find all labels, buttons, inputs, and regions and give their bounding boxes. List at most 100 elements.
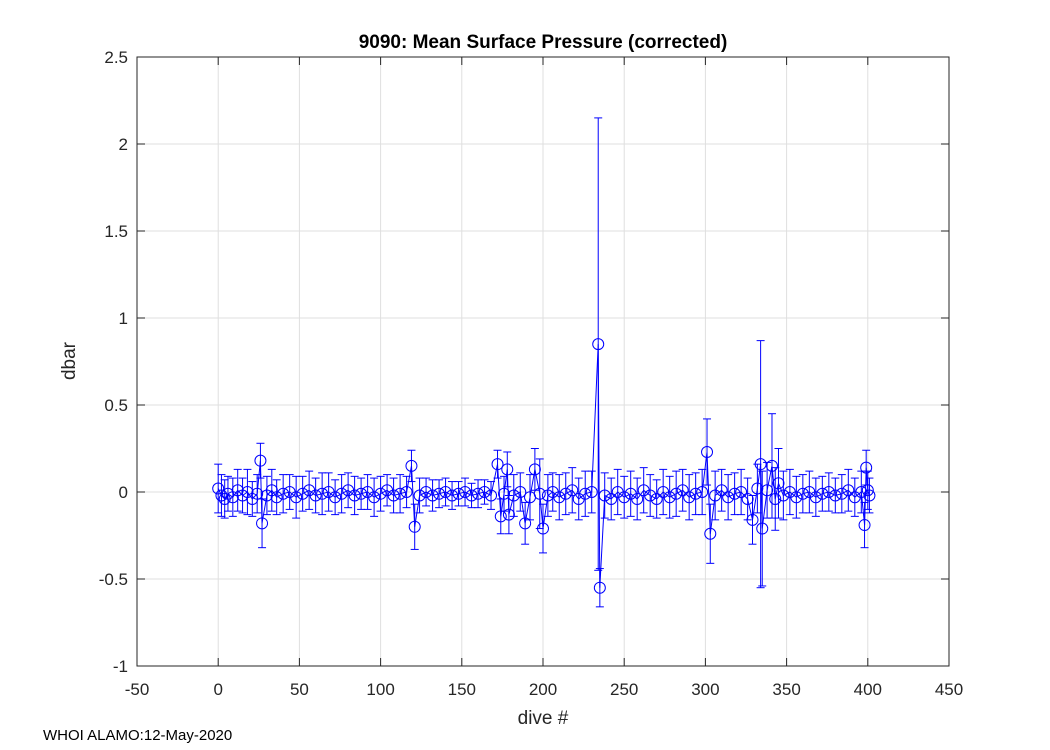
data-point [769, 467, 782, 531]
data-point [598, 472, 611, 519]
data-point [790, 475, 803, 519]
data-point [387, 477, 400, 514]
data-point [777, 470, 790, 521]
data-point [816, 475, 829, 512]
y-tick-label: -1 [113, 657, 128, 676]
data-point [585, 470, 598, 514]
data-marker [485, 489, 498, 502]
data-point [368, 477, 381, 517]
data-marker [251, 487, 264, 500]
axis-ticks: -50 0 50 100 150 200 250 300 350 400 450 -1 -0.5 0 0.5… [99, 48, 963, 699]
chart-title: 9090: Mean Surface Pressure (corrected) [359, 32, 728, 53]
data-marker [519, 517, 532, 530]
data-point [215, 474, 228, 517]
x-tick-label: 450 [935, 680, 963, 699]
data-marker [277, 487, 290, 500]
data-point [746, 494, 759, 545]
x-tick-label: 150 [448, 680, 476, 699]
data-point [696, 468, 709, 516]
data-point [335, 474, 348, 514]
data-point [835, 474, 848, 514]
data-point [420, 477, 433, 507]
data-marker [426, 489, 439, 502]
data-marker [537, 522, 549, 535]
data-point [553, 474, 566, 521]
data-marker [861, 484, 874, 497]
data-marker [790, 491, 803, 504]
data-marker [777, 489, 790, 502]
data-marker [478, 486, 491, 498]
data-point [491, 449, 504, 479]
data-marker [761, 484, 774, 497]
data-point [400, 475, 413, 509]
data-point [501, 451, 514, 488]
data-point [842, 468, 855, 512]
y-axis-label: dbar [59, 341, 80, 380]
data-marker [829, 489, 842, 502]
y-tick-label: 0 [119, 483, 128, 502]
data-point [863, 477, 876, 514]
data-marker [405, 459, 418, 472]
data-marker [701, 445, 714, 458]
data-point [650, 479, 663, 519]
data-marker [809, 491, 822, 504]
data-point [704, 503, 717, 564]
data-marker [618, 491, 631, 504]
data-point [507, 474, 520, 517]
data-marker [452, 487, 465, 500]
data-marker [735, 486, 748, 498]
data-marker [290, 491, 303, 504]
data-point [741, 477, 754, 521]
data-marker [413, 489, 426, 502]
data-marker [585, 486, 598, 498]
data-marker [683, 491, 696, 504]
data-marker [593, 581, 606, 594]
x-tick-label: 200 [529, 680, 557, 699]
data-point [459, 477, 472, 507]
data-marker [689, 487, 702, 500]
series-line [217, 344, 870, 588]
data-point [498, 475, 511, 512]
x-tick-label: 350 [772, 680, 800, 699]
data-point [537, 503, 549, 554]
data-point [316, 472, 329, 516]
data-point [715, 468, 728, 512]
data-point [348, 475, 361, 516]
data-marker [696, 486, 709, 498]
data-marker [835, 487, 848, 500]
data-marker [533, 487, 546, 500]
data-marker [355, 487, 368, 500]
data-point [593, 568, 606, 608]
data-marker [472, 487, 485, 500]
data-marker [212, 482, 225, 495]
data-marker [309, 489, 322, 502]
data-marker [728, 487, 741, 500]
data-marker [559, 487, 572, 500]
data-point [765, 413, 778, 519]
data-point [722, 474, 735, 521]
data-marker [650, 492, 663, 505]
data-point [676, 468, 689, 512]
data-point [858, 501, 871, 549]
x-tick-label: 50 [290, 680, 309, 699]
data-marker [400, 486, 413, 498]
data-point [514, 472, 527, 512]
data-marker [465, 489, 478, 502]
data-point [663, 475, 676, 519]
data-point [670, 470, 683, 517]
data-marker [329, 491, 342, 504]
data-point [374, 475, 387, 512]
data-marker [387, 489, 400, 502]
data-marker [348, 489, 361, 502]
data-marker [296, 487, 309, 500]
data-marker [704, 527, 717, 540]
data-point [822, 472, 835, 512]
data-point [829, 477, 842, 514]
data-marker [822, 486, 835, 498]
x-tick-label: 250 [610, 680, 638, 699]
data-point [322, 472, 335, 512]
data-marker [860, 461, 873, 474]
data-point [644, 474, 657, 517]
data-point [439, 477, 452, 507]
data-marker [316, 487, 329, 500]
